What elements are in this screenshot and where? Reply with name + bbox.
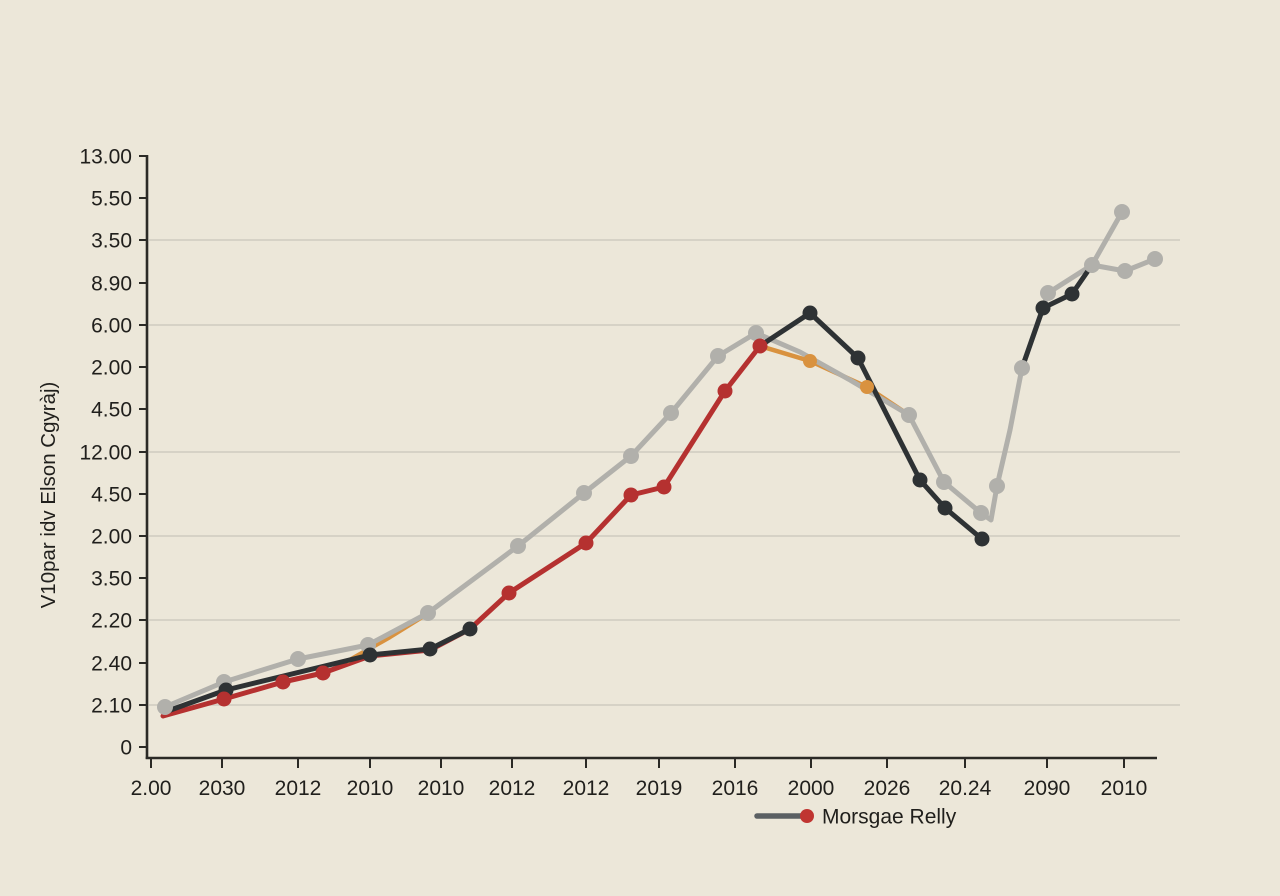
data-point-gray bbox=[1084, 257, 1100, 273]
data-point-dark bbox=[974, 531, 990, 547]
data-point-dark bbox=[1064, 286, 1080, 302]
data-point-red bbox=[752, 338, 768, 354]
data-point-gray bbox=[1014, 360, 1030, 376]
y-tick-label: 3.50 bbox=[91, 230, 132, 253]
x-tick-label: 2026 bbox=[864, 777, 911, 800]
x-tick-label: 2016 bbox=[712, 777, 759, 800]
lines-layer bbox=[160, 209, 1158, 719]
data-point-red bbox=[315, 665, 331, 681]
y-tick-label: 2.00 bbox=[91, 526, 132, 549]
series-line-dark bbox=[757, 310, 985, 542]
data-point-gray bbox=[1114, 204, 1130, 220]
y-tick-label: 2.00 bbox=[91, 357, 132, 380]
data-point-dark bbox=[912, 472, 928, 488]
series-line-dark bbox=[1019, 262, 1095, 371]
series-line-gray bbox=[162, 209, 1125, 710]
data-point-red bbox=[216, 691, 232, 707]
data-point-orange bbox=[803, 354, 817, 368]
data-point-gray bbox=[901, 407, 917, 423]
data-point-red bbox=[717, 383, 733, 399]
data-point-dark bbox=[462, 621, 478, 637]
legend: Morsgae Relly bbox=[754, 806, 957, 829]
x-tick-label: 2000 bbox=[788, 777, 835, 800]
x-tick-label: 2012 bbox=[489, 777, 536, 800]
series-line-red bbox=[160, 343, 763, 719]
data-point-gray bbox=[1040, 285, 1056, 301]
data-point-red bbox=[623, 487, 639, 503]
x-tick-label: 2090 bbox=[1024, 777, 1071, 800]
x-tick-label: 2.00 bbox=[131, 777, 172, 800]
y-tick-label: 3.50 bbox=[91, 568, 132, 591]
x-tick-label: 2010 bbox=[347, 777, 394, 800]
y-tick-label: 4.50 bbox=[91, 399, 132, 422]
data-point-gray bbox=[1147, 251, 1163, 267]
y-tick-label: 5.50 bbox=[91, 188, 132, 211]
legend-label: Morsgae Relly bbox=[822, 806, 957, 829]
data-point-red bbox=[656, 479, 672, 495]
data-point-gray bbox=[623, 448, 639, 464]
data-point-dark bbox=[850, 350, 866, 366]
x-tick-label: 2030 bbox=[199, 777, 246, 800]
y-tick-label: 2.20 bbox=[91, 610, 132, 633]
x-tick-label: 2019 bbox=[636, 777, 683, 800]
y-tick-label: 13.00 bbox=[79, 146, 132, 169]
gridlines-layer bbox=[149, 239, 1180, 706]
data-point-gray bbox=[290, 651, 306, 667]
data-point-orange bbox=[860, 380, 874, 394]
y-tick-label: 2.40 bbox=[91, 653, 132, 676]
y-axis-title: V10par idv Elson Cgyràj) bbox=[37, 382, 60, 609]
data-point-gray bbox=[748, 325, 764, 341]
y-tick-label: 8.90 bbox=[91, 273, 132, 296]
labels-layer: 13.00 5.50 3.50 8.90 6.00 2.00 4.50 12.00 4.50 2.… bbox=[79, 146, 1147, 801]
y-tick-label: 2.10 bbox=[91, 695, 132, 718]
y-tick-label: 0 bbox=[120, 737, 132, 760]
data-point-dark bbox=[362, 647, 378, 663]
data-point-gray bbox=[510, 538, 526, 554]
data-point-dark bbox=[1035, 300, 1051, 316]
data-point-gray bbox=[576, 485, 592, 501]
data-point-red bbox=[578, 535, 594, 551]
data-point-red bbox=[275, 674, 291, 690]
x-tick-label: 2010 bbox=[418, 777, 465, 800]
axes-layer bbox=[139, 155, 1157, 768]
dots-layer bbox=[157, 204, 1163, 715]
data-point-gray bbox=[710, 348, 726, 364]
data-point-gray bbox=[989, 478, 1005, 494]
data-point-gray bbox=[420, 605, 436, 621]
data-point-dark bbox=[422, 641, 438, 657]
data-point-gray bbox=[936, 474, 952, 490]
data-point-red bbox=[501, 585, 517, 601]
x-tick-label: 20.24 bbox=[939, 777, 992, 800]
data-point-gray bbox=[663, 405, 679, 421]
x-tick-label: 2012 bbox=[563, 777, 610, 800]
series-line-orange bbox=[757, 343, 912, 418]
data-point-gray bbox=[1117, 263, 1133, 279]
data-point-gray bbox=[157, 699, 173, 715]
data-point-dark bbox=[937, 500, 953, 516]
data-point-gray bbox=[973, 505, 989, 521]
y-tick-label: 4.50 bbox=[91, 484, 132, 507]
legend-marker-dot bbox=[800, 809, 814, 823]
y-tick-label: 6.00 bbox=[91, 315, 132, 338]
x-tick-label: 2010 bbox=[1101, 777, 1148, 800]
data-point-dark bbox=[802, 305, 818, 321]
x-tick-label: 2012 bbox=[275, 777, 322, 800]
y-tick-label: 12.00 bbox=[79, 442, 132, 465]
